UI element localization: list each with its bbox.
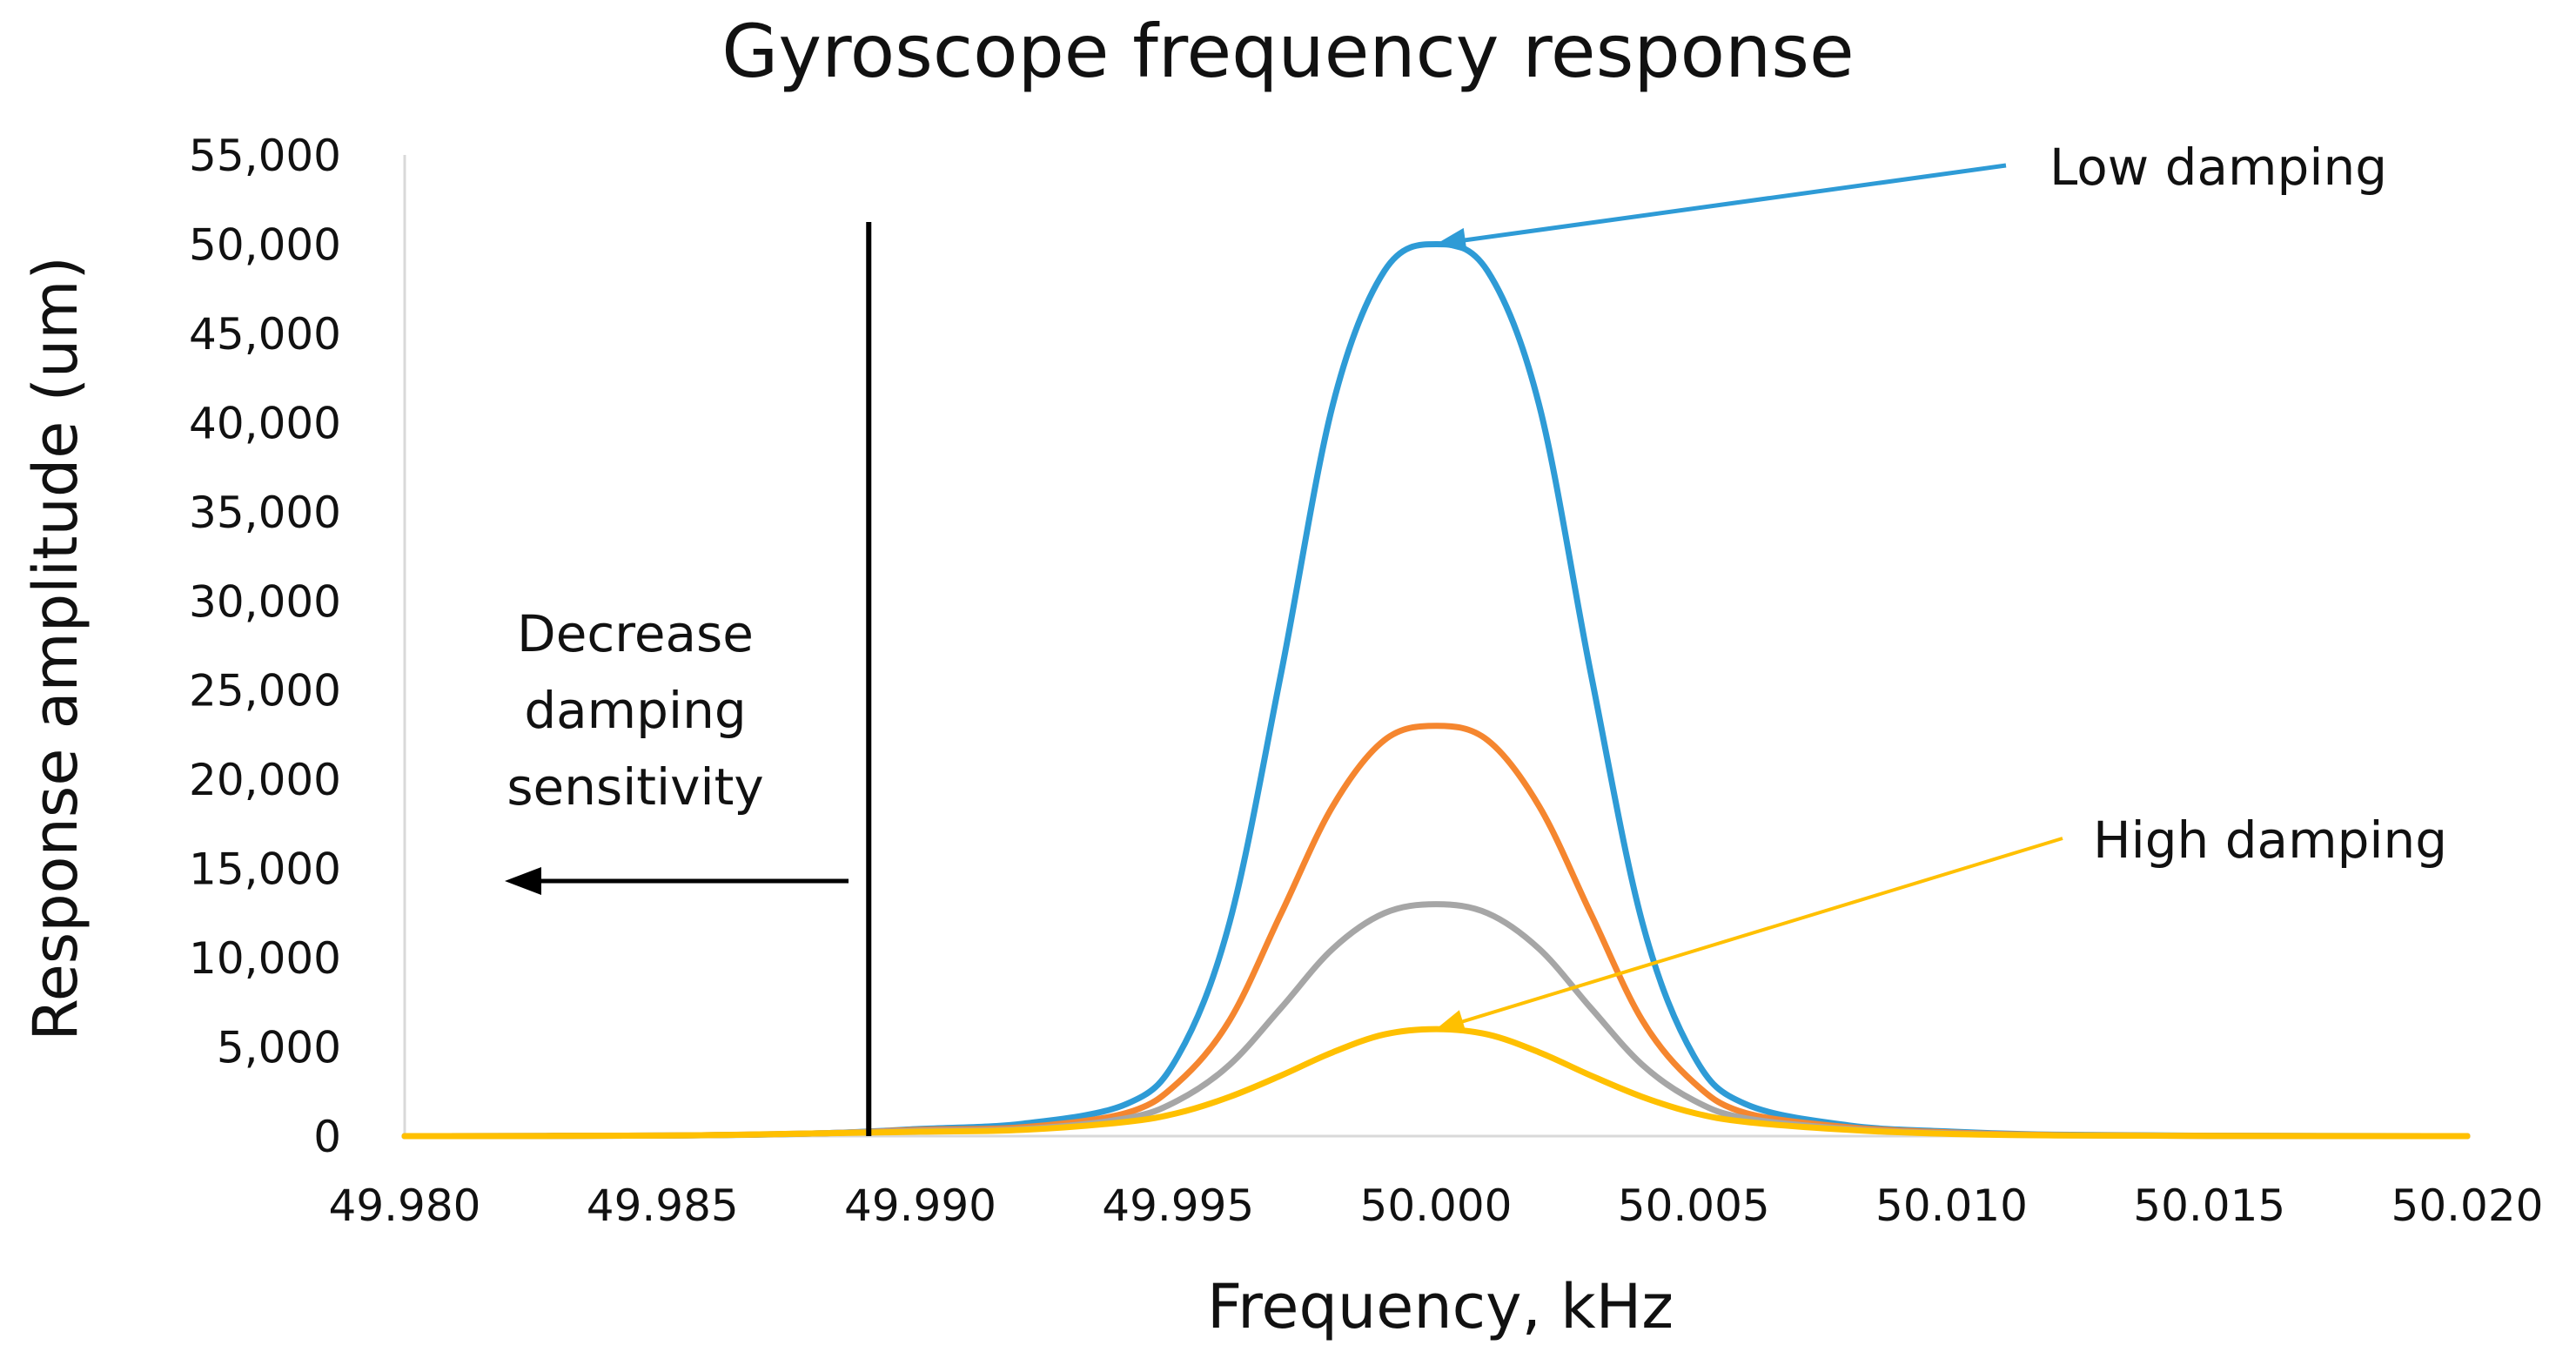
x-tick-label: 50.000: [1360, 1180, 1513, 1231]
high-damping-label: High damping: [2093, 811, 2447, 870]
y-tick-label: 0: [313, 1112, 341, 1162]
x-tick-label: 49.995: [1102, 1180, 1254, 1231]
decrease-arrow-head: [505, 867, 541, 895]
series-line-high-damping: [401, 1026, 2471, 1140]
y-axis-title: Response amplitude (um): [20, 256, 91, 1041]
y-tick-label: 15,000: [189, 844, 341, 895]
y-tick-label: 25,000: [189, 666, 341, 716]
high-damping-arrow-head: [1436, 1010, 1466, 1032]
y-tick-label: 30,000: [189, 576, 341, 627]
annotations: [505, 163, 2063, 1136]
x-tick-label: 49.985: [587, 1180, 739, 1231]
x-tick-label: 49.980: [329, 1180, 481, 1231]
x-tick-label: 50.010: [1875, 1180, 2028, 1231]
y-tick-label: 20,000: [189, 755, 341, 805]
high-damping-arrow-shaft: [1454, 837, 2063, 1026]
x-tick-label: 49.990: [844, 1180, 996, 1231]
y-tick-label: 10,000: [189, 933, 341, 984]
decrease-label-line-1: Decrease: [517, 604, 754, 663]
y-tick-label: 50,000: [189, 219, 341, 270]
y-tick-label: 5,000: [217, 1023, 341, 1073]
y-tick-label: 55,000: [189, 131, 341, 181]
series-line-series-3: [401, 901, 2471, 1140]
y-tick-label: 45,000: [189, 309, 341, 360]
axes: 0 5,000 10,000 15,000 20,000 25,000 30,000 35,0…: [189, 131, 2543, 1231]
decrease-label-line-2: damping: [524, 681, 746, 740]
decrease-label-line-3: sensitivity: [506, 757, 763, 817]
chart-title: Gyroscope frequency response: [721, 9, 1854, 94]
y-tick-label: 40,000: [189, 398, 341, 448]
x-tick-label: 50.020: [2392, 1180, 2544, 1231]
low-damping-arrow-head: [1436, 227, 1467, 252]
low-damping-arrow-shaft: [1454, 163, 2007, 244]
x-axis-title: Frequency, kHz: [1207, 1271, 1674, 1342]
curves: [401, 241, 2471, 1140]
x-tick-label: 50.015: [2133, 1180, 2285, 1231]
y-tick-label: 35,000: [189, 488, 341, 538]
low-damping-label: Low damping: [2049, 138, 2387, 197]
x-tick-label: 50.005: [1618, 1180, 1770, 1231]
